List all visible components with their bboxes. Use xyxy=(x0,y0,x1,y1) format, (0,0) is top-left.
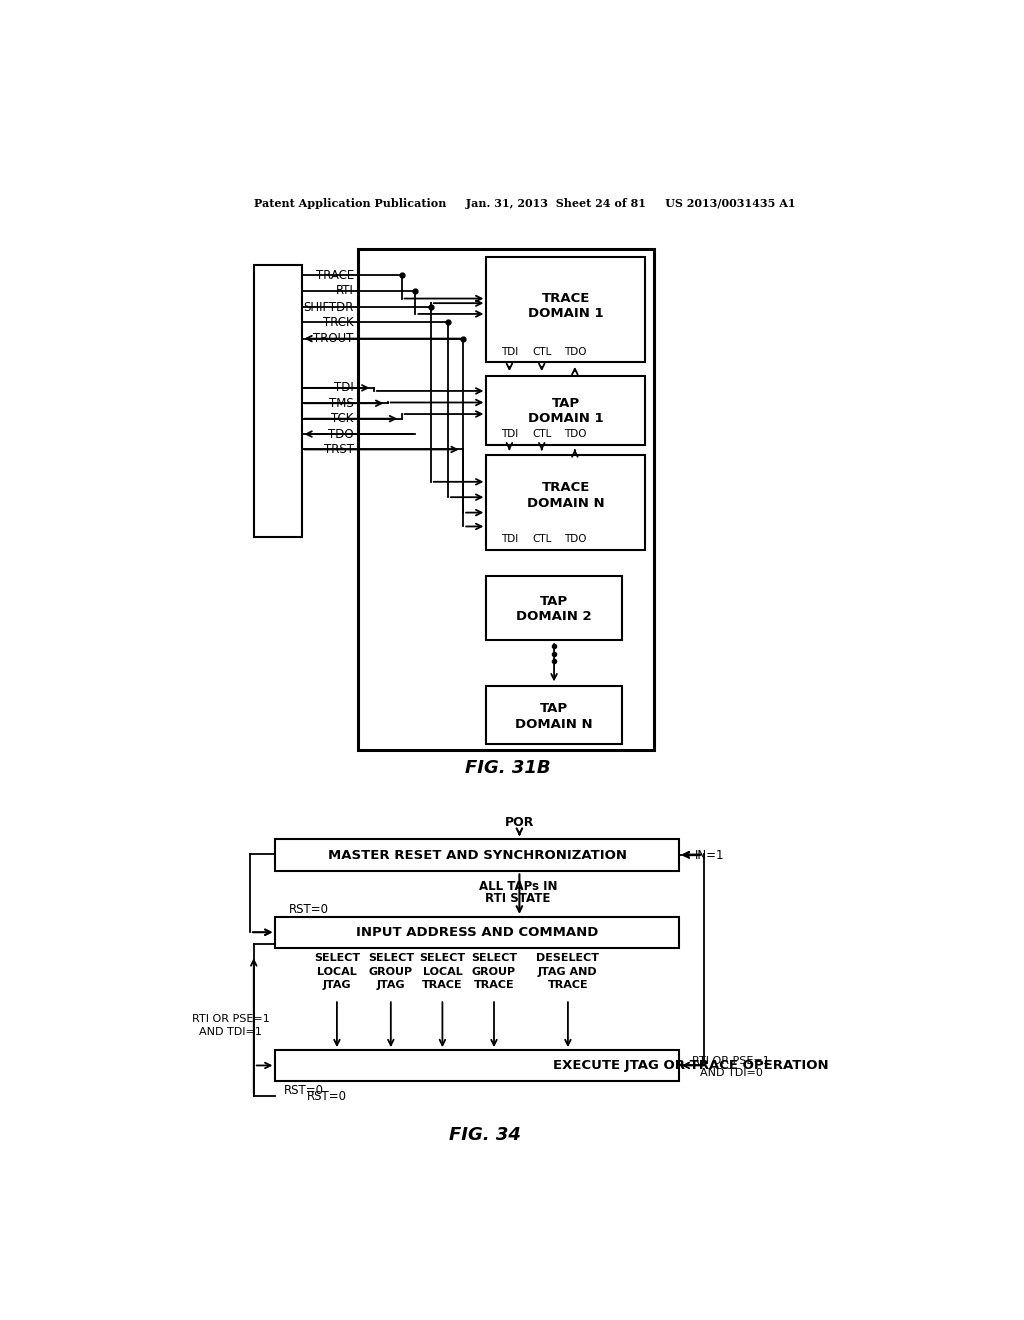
Text: JTAG AND: JTAG AND xyxy=(538,966,598,977)
Text: TDO: TDO xyxy=(329,428,354,441)
Text: RTI STATE: RTI STATE xyxy=(485,892,551,906)
Text: TDI: TDI xyxy=(501,429,518,440)
Text: TRACE: TRACE xyxy=(422,981,463,990)
Text: TROUT: TROUT xyxy=(313,333,354,345)
Bar xyxy=(486,257,645,363)
Bar xyxy=(486,686,622,743)
Text: TCK: TCK xyxy=(332,412,354,425)
Bar xyxy=(357,249,654,750)
Text: LOCAL: LOCAL xyxy=(317,966,356,977)
Text: LOCAL: LOCAL xyxy=(423,966,462,977)
Text: TDI: TDI xyxy=(501,347,518,356)
Bar xyxy=(275,917,679,948)
Text: AND TDI=1: AND TDI=1 xyxy=(200,1027,262,1036)
Text: TRST: TRST xyxy=(324,444,354,455)
Text: CTL: CTL xyxy=(532,429,552,440)
Text: CTL: CTL xyxy=(532,347,552,356)
Text: JTAG: JTAG xyxy=(377,981,406,990)
Text: RST=0: RST=0 xyxy=(289,903,329,916)
Text: FIG. 34: FIG. 34 xyxy=(449,1126,520,1143)
Text: EXECUTE JTAG OR TRACE OPERATION: EXECUTE JTAG OR TRACE OPERATION xyxy=(553,1059,829,1072)
Bar xyxy=(486,455,645,549)
Text: RTI OR PSE=1: RTI OR PSE=1 xyxy=(692,1056,770,1065)
Text: DESELECT: DESELECT xyxy=(537,953,599,962)
Text: DOMAIN 1: DOMAIN 1 xyxy=(527,308,603,321)
Bar xyxy=(486,376,645,445)
Text: TRACE: TRACE xyxy=(315,269,354,282)
Text: SELECT: SELECT xyxy=(471,953,517,962)
Text: GROUP: GROUP xyxy=(369,966,413,977)
Text: TRACE: TRACE xyxy=(548,981,588,990)
Text: JTAG: JTAG xyxy=(323,981,351,990)
Text: IN=1: IN=1 xyxy=(695,849,724,862)
Text: RTI OR PSE=1: RTI OR PSE=1 xyxy=(191,1014,269,1024)
Text: FIG. 31B: FIG. 31B xyxy=(465,759,551,777)
Text: TDI: TDI xyxy=(501,533,518,544)
Text: ALL TAPs IN: ALL TAPs IN xyxy=(478,879,557,892)
Text: INPUT ADDRESS AND COMMAND: INPUT ADDRESS AND COMMAND xyxy=(356,925,598,939)
Bar xyxy=(275,1051,679,1081)
Text: RST=0: RST=0 xyxy=(284,1084,324,1097)
Text: DOMAIN 1: DOMAIN 1 xyxy=(527,412,603,425)
Text: DOMAIN N: DOMAIN N xyxy=(515,718,593,731)
Text: TAP: TAP xyxy=(540,594,568,607)
Bar xyxy=(254,264,301,537)
Text: DOMAIN 2: DOMAIN 2 xyxy=(516,610,592,623)
Bar xyxy=(486,576,622,640)
Text: SELECT: SELECT xyxy=(420,953,466,962)
Text: AND TDI=0: AND TDI=0 xyxy=(699,1068,763,1078)
Text: SELECT: SELECT xyxy=(368,953,414,962)
Text: RTI: RTI xyxy=(336,284,354,297)
Text: GROUP: GROUP xyxy=(472,966,516,977)
Text: TMS: TMS xyxy=(329,397,354,409)
Text: RST=0: RST=0 xyxy=(307,1090,347,1102)
Text: TRACE: TRACE xyxy=(474,981,514,990)
Text: MASTER RESET AND SYNCHRONIZATION: MASTER RESET AND SYNCHRONIZATION xyxy=(328,849,627,862)
Text: TAP: TAP xyxy=(540,702,568,715)
Text: TRCK: TRCK xyxy=(324,315,354,329)
Text: POR: POR xyxy=(505,816,535,829)
Text: CTL: CTL xyxy=(532,533,552,544)
Text: DOMAIN N: DOMAIN N xyxy=(526,496,604,510)
Bar xyxy=(275,840,679,871)
Text: TAP: TAP xyxy=(552,397,580,409)
Text: TDO: TDO xyxy=(563,347,586,356)
Text: TDI: TDI xyxy=(334,381,354,395)
Text: Patent Application Publication     Jan. 31, 2013  Sheet 24 of 81     US 2013/003: Patent Application Publication Jan. 31, … xyxy=(254,198,796,209)
Text: SELECT: SELECT xyxy=(314,953,360,962)
Text: TRACE: TRACE xyxy=(542,292,590,305)
Text: TRACE: TRACE xyxy=(542,482,590,495)
Text: TDO: TDO xyxy=(563,533,586,544)
Text: TDO: TDO xyxy=(563,429,586,440)
Text: SHIFTDR: SHIFTDR xyxy=(303,301,354,314)
